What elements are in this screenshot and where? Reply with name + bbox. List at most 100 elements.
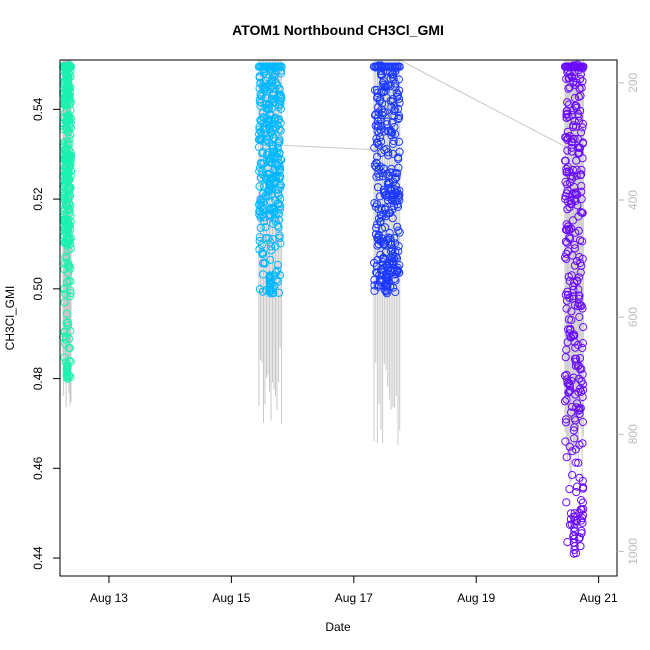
data-point bbox=[66, 183, 75, 192]
data-point bbox=[384, 127, 393, 136]
data-point bbox=[275, 166, 284, 175]
data-points bbox=[59, 60, 588, 558]
data-point bbox=[61, 193, 70, 202]
data-point bbox=[264, 115, 274, 124]
data-point bbox=[573, 201, 582, 210]
data-point bbox=[255, 236, 264, 246]
data-point bbox=[394, 268, 404, 277]
data-point bbox=[62, 160, 71, 170]
data-point bbox=[566, 196, 575, 206]
data-point bbox=[577, 496, 586, 505]
data-point bbox=[265, 287, 274, 296]
data-point bbox=[373, 103, 382, 112]
data-point bbox=[391, 276, 400, 285]
data-point bbox=[568, 470, 577, 480]
data-point bbox=[63, 112, 72, 121]
data-point bbox=[567, 408, 576, 417]
data-point bbox=[563, 205, 572, 214]
data-point bbox=[393, 222, 402, 231]
data-point bbox=[388, 72, 397, 82]
data-point bbox=[567, 315, 576, 325]
data-point bbox=[575, 312, 584, 322]
data-point bbox=[273, 161, 282, 170]
data-point bbox=[577, 170, 586, 179]
data-point bbox=[258, 259, 268, 268]
data-point bbox=[65, 139, 74, 148]
data-point bbox=[260, 217, 269, 226]
data-point bbox=[394, 226, 403, 235]
data-point bbox=[256, 207, 265, 216]
data-point bbox=[64, 259, 73, 268]
data-point bbox=[575, 409, 584, 418]
data-point bbox=[373, 117, 382, 126]
data-point bbox=[570, 434, 579, 443]
y-tick-label: 0.44 bbox=[31, 546, 45, 570]
data-point bbox=[567, 271, 576, 280]
data-point bbox=[60, 91, 69, 100]
data-point bbox=[579, 483, 588, 492]
data-point bbox=[65, 191, 74, 200]
data-point bbox=[576, 542, 585, 551]
data-point bbox=[560, 397, 570, 406]
data-point bbox=[578, 339, 588, 348]
data-point bbox=[372, 268, 381, 277]
data-point bbox=[570, 240, 579, 249]
data-point bbox=[63, 80, 72, 90]
data-point bbox=[568, 447, 577, 456]
x-axis-label: Date bbox=[325, 620, 351, 634]
data-point bbox=[389, 201, 399, 210]
data-point bbox=[572, 165, 581, 174]
data-point bbox=[571, 390, 580, 399]
data-point bbox=[267, 83, 276, 92]
data-point bbox=[572, 488, 581, 497]
data-point bbox=[564, 84, 573, 93]
data-point bbox=[380, 108, 389, 117]
data-point bbox=[577, 128, 586, 137]
data-point bbox=[394, 242, 403, 251]
data-point bbox=[371, 163, 381, 172]
data-point bbox=[64, 268, 73, 277]
data-point bbox=[382, 286, 391, 295]
data-point bbox=[263, 120, 272, 129]
x-tick-label: Aug 17 bbox=[335, 591, 373, 605]
data-point bbox=[562, 254, 571, 264]
data-point bbox=[273, 260, 282, 270]
data-point bbox=[382, 277, 391, 286]
data-point bbox=[564, 167, 574, 176]
data-point bbox=[388, 95, 397, 104]
data-point bbox=[63, 193, 72, 202]
data-point bbox=[574, 361, 583, 370]
data-point bbox=[388, 193, 397, 202]
data-point bbox=[267, 128, 276, 137]
data-point bbox=[563, 98, 572, 107]
data-point bbox=[576, 258, 585, 268]
data-point bbox=[574, 294, 583, 303]
data-point bbox=[255, 97, 265, 107]
data-point bbox=[275, 115, 284, 124]
data-point bbox=[562, 107, 571, 116]
data-point bbox=[578, 518, 587, 527]
data-point bbox=[562, 304, 571, 313]
x-tick-label: Aug 13 bbox=[90, 591, 128, 605]
data-point bbox=[576, 143, 585, 153]
x-tick-label: Aug 19 bbox=[457, 591, 495, 605]
data-point bbox=[562, 164, 571, 173]
data-point bbox=[268, 142, 278, 151]
right-tick-label: 600 bbox=[626, 307, 640, 327]
data-point bbox=[64, 90, 73, 99]
data-point bbox=[570, 278, 579, 287]
data-point bbox=[576, 236, 585, 245]
data-point bbox=[576, 404, 585, 413]
data-point bbox=[60, 101, 70, 110]
data-point bbox=[381, 83, 390, 92]
data-point bbox=[572, 171, 581, 180]
x-tick-label: Aug 15 bbox=[212, 591, 250, 605]
right-axis: 200 400 600 800 1000 bbox=[617, 73, 640, 565]
data-point bbox=[579, 62, 588, 71]
data-point bbox=[387, 102, 396, 112]
data-point bbox=[575, 84, 584, 94]
y-tick-label: 0.48 bbox=[31, 367, 45, 391]
data-point bbox=[382, 117, 391, 126]
data-point bbox=[577, 165, 586, 174]
data-point bbox=[562, 415, 571, 424]
